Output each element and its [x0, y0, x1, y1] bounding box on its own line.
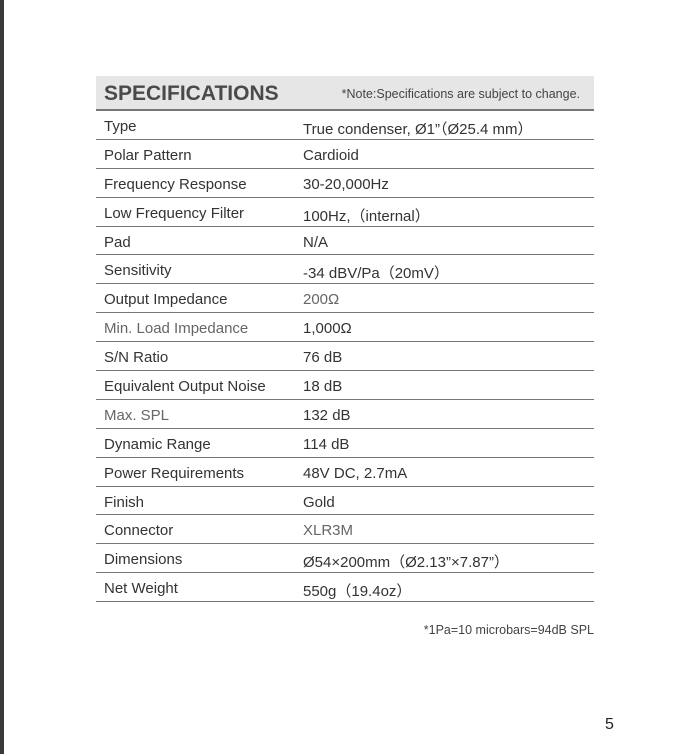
window-edge — [0, 0, 4, 754]
page-number: 5 — [605, 716, 614, 733]
spec-value: -34 dBV/Pa（20mV） — [303, 265, 449, 283]
spec-row: Polar Pattern Cardioid — [96, 140, 594, 169]
spec-row: Type True condenser, Ø1”（Ø25.4 mm） — [96, 111, 594, 140]
spec-label: Dynamic Range — [104, 435, 211, 453]
spec-value: XLR3M — [303, 522, 354, 540]
footnote: *1Pa=10 microbars=94dB SPL — [423, 623, 594, 637]
spec-label: S/N Ratio — [104, 349, 169, 367]
spec-value: True condenser, Ø1”（Ø25.4 mm） — [303, 121, 533, 138]
spec-value: 1,000Ω — [303, 320, 352, 338]
spec-value: 18 dB — [303, 378, 343, 396]
spec-label: Polar Pattern — [104, 146, 192, 164]
spec-row: Dimensions Ø54×200mm（Ø2.13”×7.87”） — [96, 544, 594, 574]
spec-value: 200Ω — [303, 291, 340, 309]
spec-label: Finish — [104, 493, 145, 511]
spec-label: Sensitivity — [104, 262, 172, 280]
spec-value: 114 dB — [303, 435, 350, 453]
spec-value: 30-20,000Hz — [303, 175, 389, 193]
spec-label: Power Requirements — [104, 464, 245, 482]
spec-row: Max. SPL 132 dB — [96, 400, 594, 429]
spec-row: Output Impedance 200Ω — [96, 284, 594, 314]
spec-label: Pad — [104, 233, 131, 251]
spec-label: Dimensions — [104, 551, 183, 569]
specifications-table: SPECIFICATIONS *Note:Specifications are … — [96, 76, 594, 603]
spec-row: Sensitivity -34 dBV/Pa（20mV） — [96, 255, 594, 285]
spec-label: Connector — [104, 522, 174, 540]
spec-value: 550g（19.4oz） — [303, 583, 412, 601]
spec-value: 100Hz,（internal） — [303, 207, 430, 225]
spec-label: Low Frequency Filter — [104, 204, 245, 222]
change-note: *Note:Specifications are subject to chan… — [341, 87, 580, 101]
spec-row: Net Weight 550g（19.4oz） — [96, 573, 594, 603]
spec-row: Pad N/A — [96, 227, 594, 256]
spec-row: Equivalent Output Noise 18 dB — [96, 371, 594, 400]
spec-value: 76 dB — [303, 349, 343, 367]
spec-label: Max. SPL — [104, 406, 170, 424]
spec-label: Equivalent Output Noise — [104, 378, 266, 396]
spec-label: Output Impedance — [104, 291, 228, 309]
spec-value: Gold — [303, 493, 335, 511]
spec-row: Low Frequency Filter 100Hz,（internal） — [96, 198, 594, 227]
spec-label: Type — [104, 118, 137, 135]
spec-value: Ø54×200mm（Ø2.13”×7.87”） — [303, 554, 509, 572]
spec-label: Min. Load Impedance — [104, 320, 249, 338]
spec-value: 48V DC, 2.7mA — [303, 464, 408, 482]
spec-value: 132 dB — [303, 406, 351, 424]
spec-label: Net Weight — [104, 580, 178, 598]
spec-row: Power Requirements 48V DC, 2.7mA — [96, 458, 594, 487]
spec-row: Finish Gold — [96, 487, 594, 516]
spec-row: Frequency Response 30-20,000Hz — [96, 169, 594, 198]
spec-row: Connector XLR3M — [96, 515, 594, 545]
spec-row: Dynamic Range 114 dB — [96, 429, 594, 458]
spec-row: S/N Ratio 76 dB — [96, 342, 594, 372]
spec-value: N/A — [303, 233, 329, 251]
section-title: SPECIFICATIONS — [104, 82, 279, 105]
spec-label: Frequency Response — [104, 175, 247, 193]
table-header: SPECIFICATIONS *Note:Specifications are … — [96, 76, 594, 111]
spec-row: Min. Load Impedance 1,000Ω — [96, 313, 594, 343]
spec-value: Cardioid — [303, 146, 359, 164]
